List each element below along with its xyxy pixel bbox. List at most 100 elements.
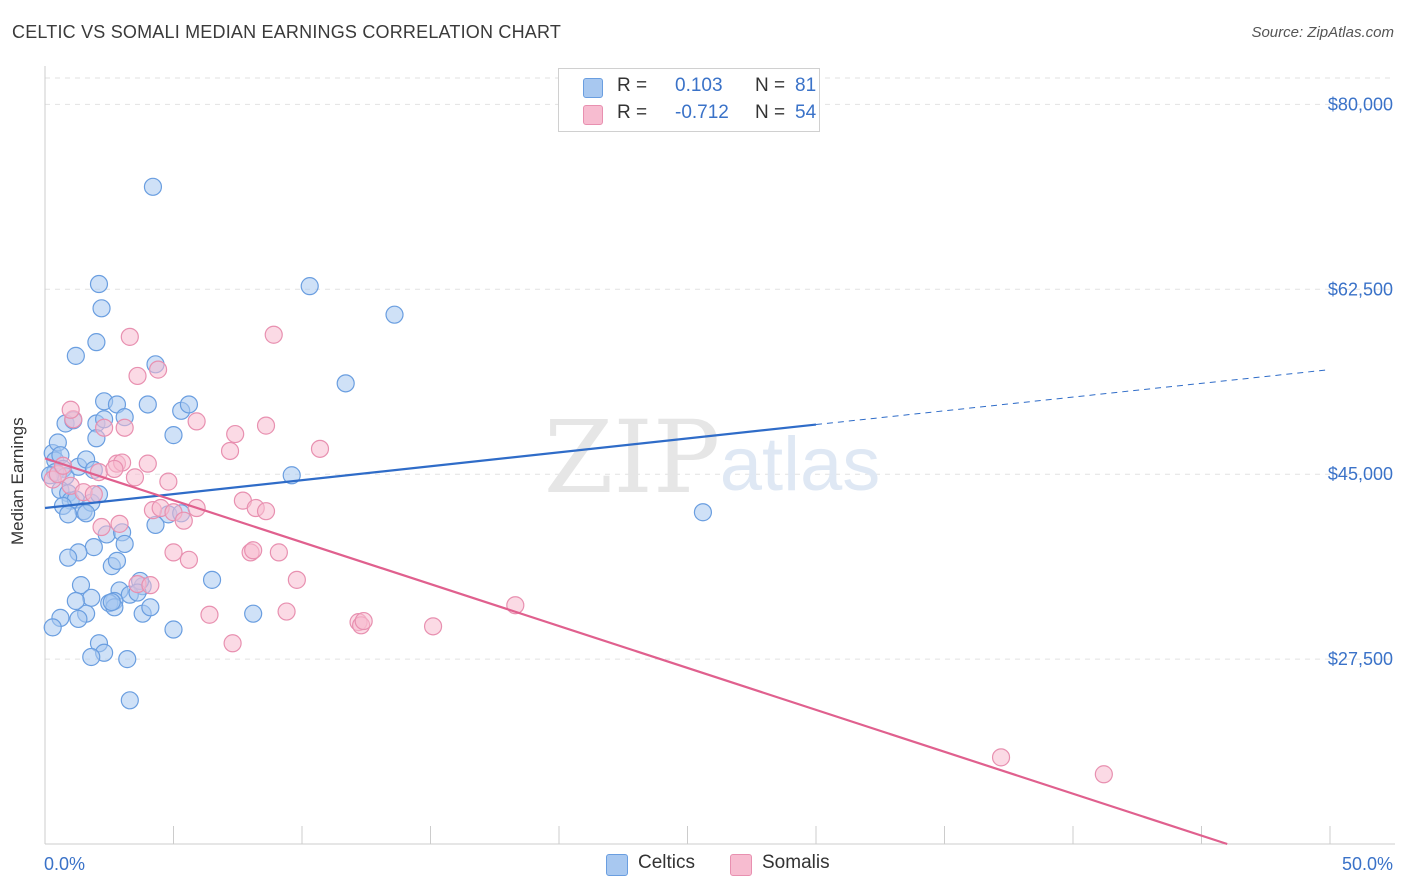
somalis-label: Somalis xyxy=(762,852,830,873)
celtics-point xyxy=(66,591,85,611)
celtics-point xyxy=(164,620,183,639)
celtics-point xyxy=(43,618,62,637)
celtics-point xyxy=(244,604,263,623)
legend-r-label: R = xyxy=(617,102,648,123)
somalis-point xyxy=(269,543,288,562)
grid-lines xyxy=(45,77,1395,660)
somalis-point xyxy=(128,366,147,386)
somalis-trend-line xyxy=(44,457,1228,846)
somalis-points xyxy=(43,325,1113,784)
celtics-point xyxy=(59,548,78,567)
somalis-point xyxy=(53,456,73,475)
celtics-point xyxy=(300,277,319,296)
somalis-point xyxy=(125,468,145,487)
celtics-point xyxy=(120,691,139,710)
celtics-point xyxy=(336,374,355,393)
celtics-label: Celtics xyxy=(638,852,696,873)
somalis-point xyxy=(277,602,296,621)
somalis-point xyxy=(354,611,373,631)
celtics-point xyxy=(102,592,121,612)
somalis-point xyxy=(1094,765,1113,784)
somalis-point xyxy=(138,454,157,473)
legend-r-value: -0.712 xyxy=(675,102,729,123)
y-tick-label: $27,500 xyxy=(1328,649,1393,669)
somalis-point xyxy=(159,472,178,491)
celtics-point xyxy=(69,609,88,629)
celtics-point xyxy=(59,505,78,524)
celtics-point xyxy=(66,346,85,365)
somalis-point xyxy=(120,327,139,346)
somalis-point xyxy=(423,617,443,636)
celtics-point xyxy=(115,534,134,554)
celtics-point xyxy=(693,503,713,522)
somalis-point xyxy=(264,325,283,344)
somalis-point xyxy=(256,502,276,521)
celtics-point xyxy=(143,177,163,196)
celtics-point xyxy=(82,588,101,607)
celtics-points xyxy=(41,177,713,710)
celtics-trend-line xyxy=(44,423,817,510)
legend-n-value: 81 xyxy=(795,75,817,96)
legend-r-label: R = xyxy=(617,75,648,96)
somalis-swatch xyxy=(583,105,603,125)
celtics-point xyxy=(282,466,301,485)
somalis-point xyxy=(179,550,199,569)
celtics-swatch xyxy=(606,854,628,876)
legend-r-value: 0.103 xyxy=(675,75,723,96)
celtics-point xyxy=(164,426,183,445)
somalis-point xyxy=(61,400,80,419)
celtics-point xyxy=(107,551,127,570)
watermark: ZIP atlas xyxy=(544,399,880,516)
watermark-atlas: atlas xyxy=(720,422,881,507)
source-label: Source: ZipAtlas.com xyxy=(1251,24,1394,41)
somalis-point xyxy=(92,517,111,537)
somalis-point xyxy=(110,514,129,533)
celtics-point xyxy=(82,647,101,667)
somalis-point xyxy=(223,634,242,653)
y-tick-label: $45,000 xyxy=(1328,464,1393,484)
x-tick-label: 50.0% xyxy=(1342,854,1393,874)
somalis-point xyxy=(244,541,263,560)
y-tick-label: $62,500 xyxy=(1328,279,1393,299)
somalis-point xyxy=(164,543,183,562)
somalis-point xyxy=(991,748,1011,767)
celtics-point xyxy=(202,570,222,589)
celtics-point xyxy=(146,515,165,535)
celtics-point xyxy=(138,395,157,414)
somalis-point xyxy=(95,418,114,437)
trend-lines xyxy=(44,369,1331,846)
legend: R = 0.103 N = 81 R = -0.712 N = 54 xyxy=(558,68,820,132)
somalis-point xyxy=(256,416,276,435)
celtics-point xyxy=(89,274,109,294)
somalis-point xyxy=(141,576,160,595)
watermark-zip: ZIP xyxy=(544,399,720,516)
somalis-point xyxy=(84,485,103,504)
somalis-point xyxy=(115,418,134,437)
celtics-trend-extension xyxy=(815,369,1331,426)
somalis-point xyxy=(174,511,193,530)
celtics-point xyxy=(385,305,404,324)
y-tick-label: $80,000 xyxy=(1328,94,1393,114)
somalis-point xyxy=(287,570,306,589)
celtics-point xyxy=(77,504,96,523)
celtics-swatch xyxy=(583,78,603,98)
celtics-point xyxy=(179,395,199,414)
celtics-point xyxy=(92,299,111,318)
somalis-swatch xyxy=(730,854,752,876)
somalis-point xyxy=(105,459,124,479)
tick-labels: $80,000 $62,500 $45,000 $27,500 0.0% 50.0% xyxy=(44,94,1393,874)
somalis-point xyxy=(200,605,219,624)
legend-n-label: N = xyxy=(755,75,786,96)
somalis-point xyxy=(220,441,240,461)
somalis-point xyxy=(187,412,206,431)
chart-title: CELTIC VS SOMALI MEDIAN EARNINGS CORRELA… xyxy=(12,22,562,42)
celtics-point xyxy=(118,650,137,669)
x-tick-label: 0.0% xyxy=(44,854,85,874)
somalis-point xyxy=(226,424,245,444)
celtics-point xyxy=(84,538,103,557)
somalis-point xyxy=(310,439,330,458)
somalis-point xyxy=(148,360,168,379)
celtics-point xyxy=(87,333,106,352)
legend-n-label: N = xyxy=(755,102,786,123)
